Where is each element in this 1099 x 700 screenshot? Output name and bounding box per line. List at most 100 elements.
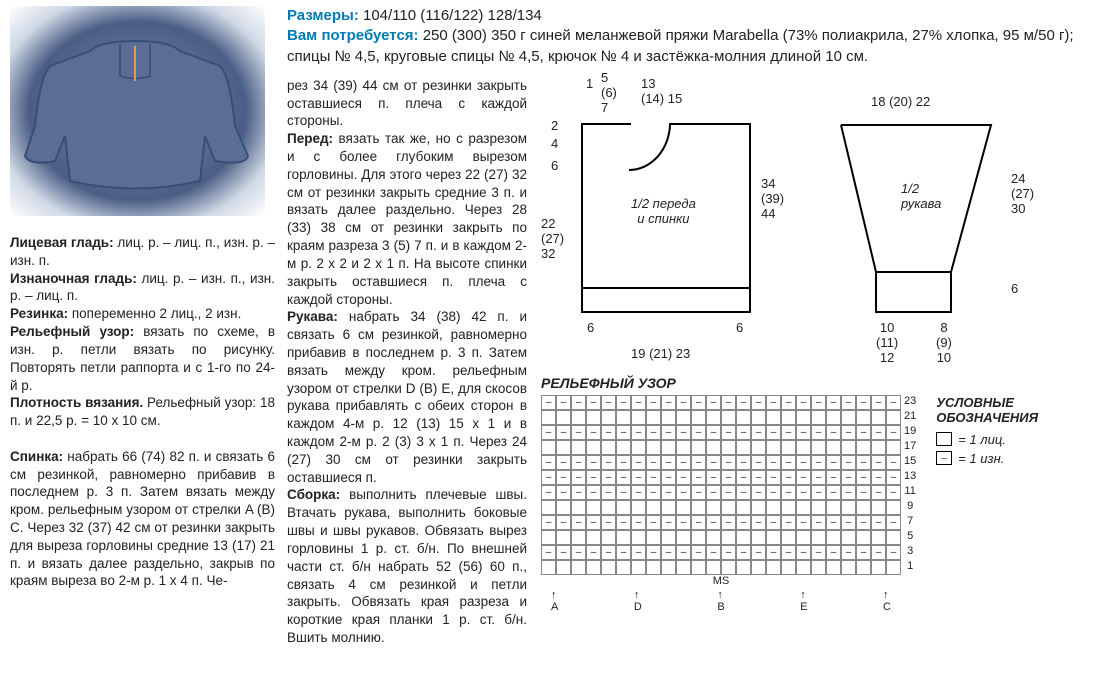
chart-cell	[751, 545, 766, 560]
chart-cell	[721, 455, 736, 470]
chart-cell	[796, 410, 811, 425]
chart-cell	[631, 560, 646, 575]
sleeve-outline	[831, 117, 1001, 317]
chart-cell	[616, 440, 631, 455]
chart-cell	[541, 470, 556, 485]
chart-grid	[541, 395, 901, 575]
chart-cell	[646, 530, 661, 545]
chart-cell	[811, 485, 826, 500]
arrow-b: ↑B	[717, 589, 724, 613]
chart-cell	[736, 410, 751, 425]
chart-cell	[541, 515, 556, 530]
chart-cell	[691, 515, 706, 530]
chart-cell	[571, 440, 586, 455]
legend-title: УСЛОВНЫЕ ОБОЗНАЧЕНИЯ	[936, 395, 1081, 426]
chart-cell	[781, 455, 796, 470]
chart-cell	[586, 485, 601, 500]
chart-cell	[706, 395, 721, 410]
chart-cell	[826, 560, 841, 575]
chart-cell	[751, 425, 766, 440]
chart-cell	[736, 440, 751, 455]
chart-cell	[751, 410, 766, 425]
body-center-label: 1/2 переда и спинки	[631, 197, 696, 227]
left-text-block: Лицевая гладь: лиц. р. – лиц. п., изн. р…	[10, 234, 275, 590]
legend-txt-2: = 1 изн.	[958, 451, 1004, 466]
chart-cell	[841, 425, 856, 440]
chart-cell	[646, 545, 661, 560]
chart-cell	[676, 530, 691, 545]
chart-cell	[796, 530, 811, 545]
chart-cell	[796, 395, 811, 410]
chart-cell	[871, 395, 886, 410]
chart-cell	[721, 530, 736, 545]
chart-cell	[676, 440, 691, 455]
chart-cell	[676, 425, 691, 440]
chart-cell	[601, 425, 616, 440]
chart-cell	[691, 530, 706, 545]
chart-block: РЕЛЬЕФНЫЙ УЗОР 2321191715131197531 УСЛОВ…	[541, 375, 1089, 613]
chart-cell	[676, 470, 691, 485]
chart-title: РЕЛЬЕФНЫЙ УЗОР	[541, 375, 1089, 391]
chart-cell	[721, 470, 736, 485]
chart-cell	[721, 560, 736, 575]
chart-cell	[631, 485, 646, 500]
chart-cell	[616, 410, 631, 425]
chart-cell	[811, 455, 826, 470]
chart-cell	[541, 485, 556, 500]
row-number: 13	[901, 470, 916, 485]
chart-cell	[751, 440, 766, 455]
chart-cell	[646, 455, 661, 470]
chart-cell	[796, 425, 811, 440]
chart-cell	[601, 455, 616, 470]
chart-cell	[571, 545, 586, 560]
chart-cell	[841, 485, 856, 500]
chart-cell	[571, 425, 586, 440]
chart-cell	[841, 500, 856, 515]
chart-cell	[571, 530, 586, 545]
legend-txt-1: = 1 лиц.	[958, 432, 1006, 447]
chart-cell	[691, 455, 706, 470]
chart-cell	[766, 410, 781, 425]
body-left-6: 6	[551, 159, 558, 174]
chart-cell	[766, 485, 781, 500]
chart-cell	[751, 515, 766, 530]
body-top-left-line	[581, 123, 631, 125]
need-label: Вам потребуется:	[287, 27, 419, 44]
chart-cell	[841, 440, 856, 455]
chart-cell	[781, 485, 796, 500]
chart-cell	[841, 560, 856, 575]
chart-cell	[556, 515, 571, 530]
chart-cell	[661, 530, 676, 545]
arrow-e: ↑E	[800, 589, 807, 613]
chart-cell	[886, 485, 901, 500]
chart-cell	[601, 410, 616, 425]
chart-cell	[556, 425, 571, 440]
chart-cell	[601, 395, 616, 410]
chart-cell	[781, 560, 796, 575]
chart-cell	[541, 500, 556, 515]
chart-cell	[646, 410, 661, 425]
chart-cell	[706, 515, 721, 530]
chart-cell	[841, 410, 856, 425]
chart-cell	[886, 440, 901, 455]
chart-cell	[736, 530, 751, 545]
chart-row-numbers: 2321191715131197531	[901, 395, 916, 575]
chart-cell	[841, 530, 856, 545]
chart-cell	[556, 560, 571, 575]
chart-cell	[616, 470, 631, 485]
chart-cell	[541, 395, 556, 410]
body-bot-l: 6	[587, 321, 594, 336]
chart-cell	[631, 455, 646, 470]
chart-cell	[886, 410, 901, 425]
body-top-right-line	[671, 123, 751, 125]
txt-sleeves: набрать 34 (38) 42 п. и связать 6 см рез…	[287, 309, 527, 484]
lbl-rezinka: Резинка:	[10, 306, 68, 321]
diagram-column: 1 5 (6) 7 13 (14) 15 2 4 6 22 (27) 32 34…	[541, 77, 1089, 647]
chart-cell	[646, 440, 661, 455]
chart-cell	[856, 410, 871, 425]
chart-cell	[796, 500, 811, 515]
chart-cell	[661, 485, 676, 500]
chart-cell	[871, 410, 886, 425]
chart-cell	[871, 455, 886, 470]
body-bot-c: 19 (21) 23	[631, 347, 690, 362]
